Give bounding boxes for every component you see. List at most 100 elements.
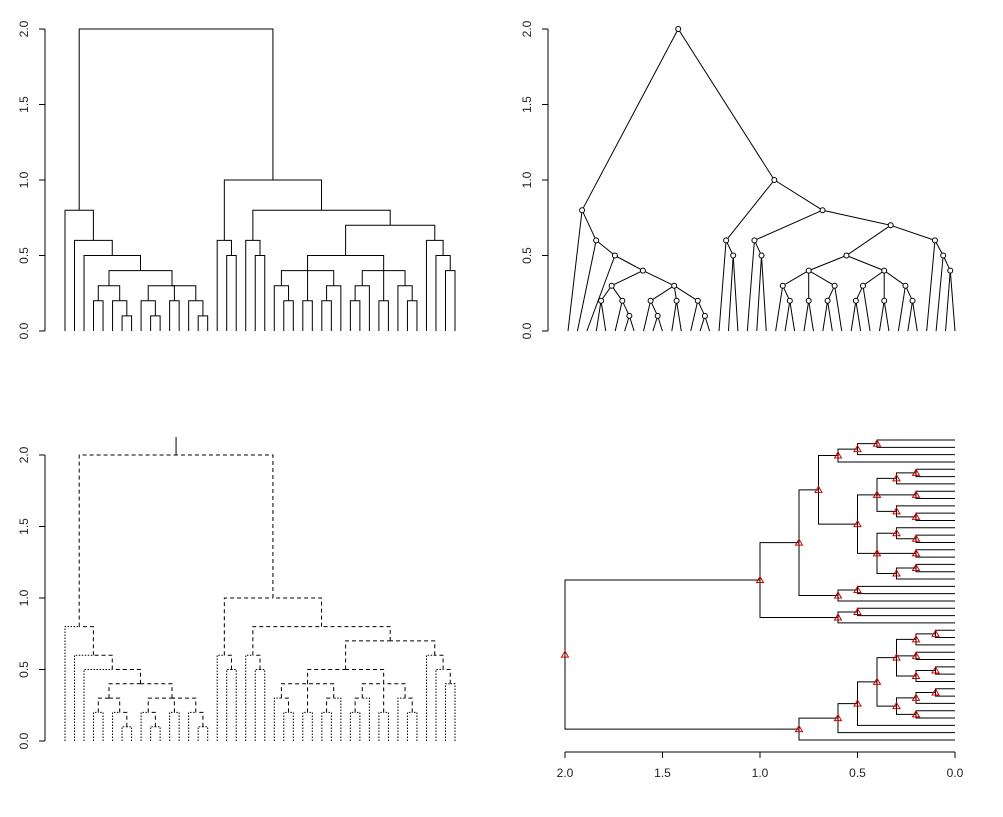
leaf-edge	[837, 718, 955, 734]
node-marker	[730, 252, 737, 259]
leaf-edge	[254, 669, 260, 741]
node-marker	[608, 282, 615, 289]
leaf-edge	[855, 300, 862, 332]
leaf-edge	[254, 255, 260, 331]
branch-edge	[857, 681, 877, 704]
leaf-edge	[444, 270, 451, 331]
branch-edge	[147, 285, 173, 301]
branch-edge	[798, 489, 819, 543]
node-marker	[833, 612, 843, 621]
leaf-edge	[450, 683, 456, 741]
leaf-edge	[567, 210, 583, 332]
branch-edge	[443, 669, 451, 684]
leaf-edge	[907, 300, 914, 332]
leaf-edge	[857, 449, 955, 456]
leaf-edge	[614, 300, 623, 332]
leaf-edge	[876, 439, 955, 444]
y-tick-label: 0.0	[520, 322, 534, 339]
branch-edge	[78, 454, 177, 627]
node-marker	[593, 237, 600, 244]
leaf-edge	[935, 692, 955, 697]
branch-edge	[79, 209, 94, 241]
node-marker	[853, 607, 862, 615]
node-marker	[881, 267, 888, 274]
branch-edge	[140, 270, 173, 286]
node-marker	[853, 585, 862, 593]
node-marker	[639, 267, 646, 274]
branch-edge	[361, 270, 384, 286]
branch-edge	[405, 285, 413, 301]
node-marker	[911, 693, 921, 701]
leaf-edge	[378, 711, 384, 741]
leaf-edge	[226, 255, 232, 331]
node-marker	[673, 297, 680, 304]
leaf-edge	[412, 711, 418, 741]
leaf-edge	[245, 239, 253, 331]
leaf-edge	[798, 729, 955, 741]
leaf-edge	[915, 639, 955, 646]
leaf-edge	[450, 270, 456, 331]
leaf-edge	[862, 285, 871, 332]
leaf-edge	[595, 300, 602, 332]
node-marker	[560, 650, 570, 658]
node-marker	[940, 252, 947, 259]
leaf-edge	[746, 240, 755, 332]
node-marker	[931, 629, 940, 637]
leaf-edge	[174, 300, 180, 331]
node-marker	[902, 282, 909, 289]
y-tick-label: 0.0	[17, 322, 31, 339]
branch-edge	[862, 270, 885, 287]
leaf-edge	[188, 711, 196, 741]
node-marker	[853, 444, 862, 453]
leaf-edge	[822, 300, 829, 332]
node-marker	[701, 312, 708, 319]
branch-edge	[108, 285, 121, 301]
node-marker	[892, 506, 901, 515]
branch-edge	[774, 179, 823, 211]
branch-edge	[434, 654, 444, 670]
leaf-edge	[915, 675, 955, 682]
leaf-edge	[231, 669, 237, 741]
node-marker	[872, 490, 882, 498]
y-tick-label: 0.5	[520, 247, 534, 264]
branch-edge	[611, 270, 644, 287]
leaf-edge	[926, 240, 936, 332]
leaf-edge	[64, 209, 80, 331]
node-marker	[755, 575, 765, 584]
leaf-edge	[949, 270, 956, 332]
branch-edge	[876, 494, 897, 512]
node-marker	[794, 538, 804, 546]
node-marker	[794, 724, 804, 733]
leaf-edge	[202, 726, 209, 741]
node-marker	[911, 512, 921, 520]
leaf-edge	[231, 255, 237, 331]
node-marker	[892, 473, 901, 482]
y-tick-label: 0.5	[17, 247, 31, 264]
y-tick-label: 0.0	[17, 732, 31, 749]
branch-edge	[822, 209, 891, 226]
branch-edge	[818, 455, 838, 490]
leaf-edge	[915, 538, 955, 543]
node-marker	[892, 528, 901, 537]
node-marker	[887, 222, 894, 229]
leaf-edge	[761, 255, 767, 332]
leaf-edge	[288, 300, 294, 331]
leaf-edge	[732, 255, 739, 332]
branch-edge	[837, 448, 858, 456]
leaf-edge	[321, 300, 327, 331]
branch-edge	[837, 703, 858, 719]
leaf-edge	[676, 300, 682, 332]
node-marker	[931, 687, 940, 696]
leaf-edge	[643, 300, 652, 332]
branch-edge	[112, 255, 142, 271]
branch-edge	[281, 697, 290, 713]
leaf-edge	[260, 669, 266, 741]
branch-edge	[176, 454, 274, 598]
leaf-edge	[74, 239, 94, 331]
leaf-edge	[915, 494, 955, 500]
node-marker	[824, 297, 831, 304]
leaf-edge	[93, 711, 99, 741]
branch-edge	[223, 597, 273, 656]
node-marker	[911, 709, 921, 718]
node-marker	[911, 634, 921, 643]
